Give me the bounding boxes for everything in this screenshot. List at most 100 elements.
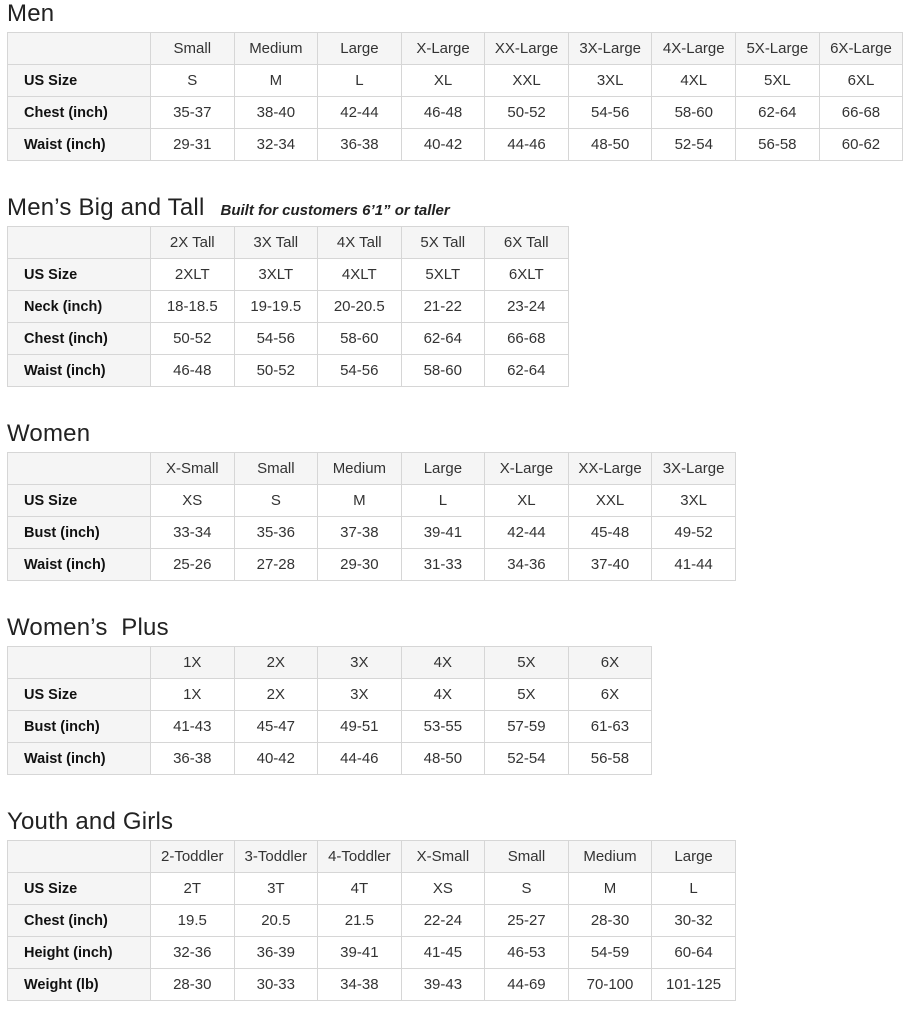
table-row: Chest (inch) 50-52 54-56 58-60 62-64 66-68: [7, 322, 569, 355]
table-row: US Size 2T 3T 4T XS S M L: [7, 872, 736, 905]
size-cell: 41-45: [400, 936, 486, 969]
column-header: 6X-Large: [818, 32, 904, 65]
size-cell: 4T: [317, 872, 402, 905]
section-title: Men’s Big and Tall: [7, 194, 205, 221]
table-row: Chest (inch) 35-37 38-40 42-44 46-48 50-52 54-…: [7, 96, 904, 129]
size-table: 2X Tall 3X Tall 4X Tall 5X Tall 6X Tall US Si…: [7, 226, 569, 387]
size-cell: L: [317, 64, 402, 97]
size-cell: 58-60: [400, 354, 485, 387]
size-chart-section: Women’s Plus 1X 2X 3X 4X 5X 6X US Size 1X 2X 3X 4X 5…: [7, 615, 898, 775]
column-header: 4-Toddler: [317, 840, 402, 873]
size-cell: 4XLT: [317, 258, 402, 291]
size-cell: 5X: [484, 678, 569, 711]
size-cell: 25-26: [150, 548, 235, 581]
size-cell: 66-68: [484, 322, 569, 355]
size-cell: 6XL: [818, 64, 904, 97]
size-cell: 22-24: [400, 904, 486, 937]
size-table: 1X 2X 3X 4X 5X 6X US Size 1X 2X 3X 4X 5X 6X Bust (inc…: [7, 646, 653, 775]
table-row: US Size S M L XL XXL 3XL 4XL 5XL 6XL: [7, 64, 904, 97]
size-chart-section: Men’s Big and Tall Built for customers 6’…: [7, 195, 898, 387]
size-cell: L: [400, 484, 486, 517]
section-title-row: Women: [7, 421, 898, 446]
column-header: X-Large: [484, 452, 569, 485]
size-cell: 48-50: [400, 742, 486, 775]
section-title-row: Men’s Big and Tall Built for customers 6’…: [7, 195, 898, 220]
size-cell: 62-64: [735, 96, 820, 129]
size-cell: 35-36: [233, 516, 319, 549]
size-cell: 66-68: [818, 96, 904, 129]
size-cell: 53-55: [400, 710, 486, 743]
size-cell: 35-37: [150, 96, 235, 129]
size-cell: M: [233, 64, 319, 97]
column-header: 2X Tall: [150, 226, 235, 259]
size-cell: 36-39: [233, 936, 319, 969]
table-row: US Size 2XLT 3XLT 4XLT 5XLT 6XLT: [7, 258, 569, 291]
row-label: US Size: [7, 872, 151, 905]
column-header: Small: [150, 32, 235, 65]
size-cell: XXL: [484, 64, 569, 97]
size-cell: 62-64: [400, 322, 485, 355]
header-row: Small Medium Large X-Large XX-Large 3X-Large 4…: [7, 32, 904, 65]
size-cell: XL: [484, 484, 569, 517]
size-cell: 28-30: [567, 904, 653, 937]
corner-cell: [7, 226, 151, 259]
column-header: 1X: [150, 646, 235, 679]
size-cell: 54-56: [233, 322, 318, 355]
size-cell: 18-18.5: [150, 290, 235, 323]
size-cell: M: [317, 484, 402, 517]
size-cell: L: [651, 872, 736, 905]
size-cell: 31-33: [400, 548, 486, 581]
size-cell: 39-41: [400, 516, 486, 549]
corner-cell: [7, 452, 151, 485]
corner-cell: [7, 646, 151, 679]
size-cell: 40-42: [400, 128, 486, 161]
section-subtitle: Built for customers 6’1” or taller: [220, 202, 450, 219]
size-cell: 46-48: [400, 96, 486, 129]
size-cell: S: [150, 64, 235, 97]
size-cell: 1X: [150, 678, 235, 711]
size-cell: 5XLT: [400, 258, 485, 291]
column-header: 3-Toddler: [233, 840, 319, 873]
size-cell: 32-34: [233, 128, 319, 161]
size-cell: 46-53: [484, 936, 569, 969]
row-label: US Size: [7, 258, 151, 291]
size-cell: 30-33: [233, 968, 319, 1001]
size-cell: 2XLT: [150, 258, 235, 291]
size-cell: 2X: [233, 678, 319, 711]
row-label: Chest (inch): [7, 322, 151, 355]
size-cell: S: [484, 872, 569, 905]
size-cell: 44-46: [484, 128, 569, 161]
column-header: Medium: [233, 32, 319, 65]
row-label: Height (inch): [7, 936, 151, 969]
size-cell: 52-54: [651, 128, 737, 161]
column-header: 6X: [567, 646, 653, 679]
row-label: US Size: [7, 484, 151, 517]
column-header: X-Large: [400, 32, 486, 65]
size-cell: 58-60: [317, 322, 402, 355]
size-cell: 20.5: [233, 904, 319, 937]
table-row: US Size XS S M L XL XXL 3XL: [7, 484, 736, 517]
size-cell: 45-47: [233, 710, 319, 743]
size-cell: 20-20.5: [317, 290, 402, 323]
size-cell: 3T: [233, 872, 319, 905]
size-chart-section: Women X-Small Small Medium Large X-Large XX-La…: [7, 421, 898, 581]
size-cell: 21-22: [400, 290, 485, 323]
size-cell: 27-28: [233, 548, 319, 581]
size-cell: 30-32: [651, 904, 736, 937]
size-cell: 37-38: [317, 516, 402, 549]
size-cell: 6XLT: [484, 258, 569, 291]
section-title-row: Women’s Plus: [7, 615, 898, 640]
size-cell: 52-54: [484, 742, 569, 775]
section-title: Women’s Plus: [7, 614, 169, 641]
table-row: Neck (inch) 18-18.5 19-19.5 20-20.5 21-22 23-…: [7, 290, 569, 323]
section-title: Men: [7, 0, 55, 27]
column-header: 4X: [400, 646, 486, 679]
column-header: XX-Large: [567, 452, 653, 485]
row-label: Chest (inch): [7, 96, 151, 129]
column-header: 5X-Large: [735, 32, 820, 65]
column-header: 4X Tall: [317, 226, 402, 259]
size-cell: 50-52: [233, 354, 318, 387]
size-cell: 40-42: [233, 742, 319, 775]
column-header: 5X Tall: [400, 226, 485, 259]
size-cell: 56-58: [567, 742, 653, 775]
